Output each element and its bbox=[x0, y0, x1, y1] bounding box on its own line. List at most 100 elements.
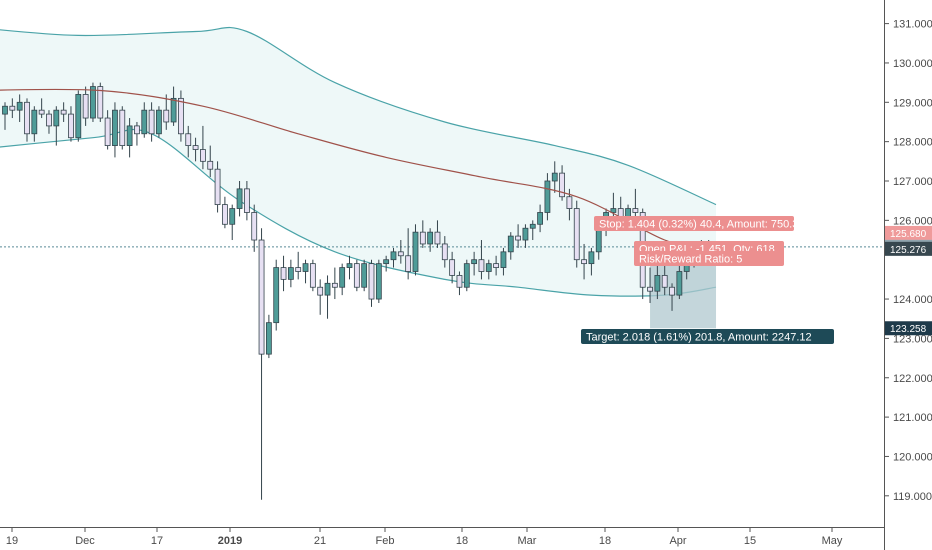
candle[interactable] bbox=[75, 90, 82, 142]
candle[interactable] bbox=[573, 200, 580, 268]
candle[interactable] bbox=[324, 275, 331, 319]
candle[interactable] bbox=[463, 259, 470, 292]
time-axis[interactable]: 19 Dec 17 2019 21 Feb 18 Mar 18 Apr 15 May bbox=[6, 527, 843, 547]
candle[interactable] bbox=[2, 102, 8, 130]
candle[interactable] bbox=[24, 98, 30, 142]
candle[interactable] bbox=[229, 204, 236, 241]
candle[interactable] bbox=[207, 145, 214, 178]
candle[interactable] bbox=[588, 247, 595, 276]
candle[interactable] bbox=[126, 118, 133, 158]
candle[interactable] bbox=[287, 259, 294, 288]
candle[interactable] bbox=[280, 255, 287, 292]
candle[interactable] bbox=[537, 204, 543, 233]
candle[interactable] bbox=[361, 259, 368, 292]
candle[interactable] bbox=[419, 220, 426, 248]
candle[interactable] bbox=[669, 283, 675, 311]
candle[interactable] bbox=[221, 196, 228, 229]
candle[interactable] bbox=[104, 110, 111, 150]
candle[interactable] bbox=[170, 86, 177, 126]
candle[interactable] bbox=[302, 259, 309, 284]
candle[interactable] bbox=[353, 259, 360, 292]
candle[interactable] bbox=[112, 102, 118, 158]
candle[interactable] bbox=[427, 228, 434, 252]
candle[interactable] bbox=[339, 263, 346, 296]
candle[interactable] bbox=[200, 125, 206, 170]
candle[interactable] bbox=[551, 161, 558, 193]
candle[interactable] bbox=[529, 220, 536, 241]
candle-body bbox=[200, 149, 206, 162]
candle[interactable] bbox=[544, 173, 551, 221]
candle[interactable] bbox=[500, 247, 507, 276]
target-label[interactable]: Target: 2.018 (1.61%) 201.8, Amount: 224… bbox=[581, 329, 834, 344]
candle-body bbox=[287, 267, 294, 280]
price-axis[interactable]: 131.000 130.000 129.000 128.000 127.000 126.0… bbox=[884, 19, 932, 503]
candle[interactable] bbox=[412, 224, 419, 276]
candle[interactable] bbox=[265, 314, 272, 359]
candle[interactable] bbox=[397, 240, 404, 264]
candle[interactable] bbox=[46, 110, 52, 134]
candle[interactable] bbox=[478, 240, 485, 280]
rr-label[interactable]: Risk/Reward Ratio: 5 bbox=[634, 251, 784, 266]
candle[interactable] bbox=[456, 271, 463, 296]
candle[interactable] bbox=[16, 94, 23, 122]
candle[interactable] bbox=[148, 102, 155, 142]
candle[interactable] bbox=[654, 263, 661, 300]
position-labels-layer[interactable]: Stop: 1.404 (0.32%) 40.4, Amount: 750.33… bbox=[581, 216, 834, 344]
candle[interactable] bbox=[390, 247, 397, 268]
candle[interactable] bbox=[515, 224, 521, 248]
candle[interactable] bbox=[485, 259, 492, 280]
candle[interactable] bbox=[368, 259, 375, 307]
candle[interactable] bbox=[647, 267, 653, 303]
candle[interactable] bbox=[243, 181, 250, 221]
candle[interactable] bbox=[383, 255, 390, 272]
candle[interactable] bbox=[258, 228, 265, 500]
candle[interactable] bbox=[9, 98, 16, 119]
candle[interactable] bbox=[581, 243, 587, 280]
candle[interactable] bbox=[676, 263, 683, 300]
candle[interactable] bbox=[156, 106, 162, 138]
price-tick-label: 122.000 bbox=[893, 373, 932, 385]
candle[interactable] bbox=[141, 102, 148, 138]
candle[interactable] bbox=[38, 98, 45, 119]
candle[interactable] bbox=[60, 102, 67, 122]
candle[interactable] bbox=[185, 125, 192, 158]
candle[interactable] bbox=[97, 82, 104, 122]
candle[interactable] bbox=[163, 94, 170, 130]
candle[interactable] bbox=[493, 255, 500, 276]
candle[interactable] bbox=[317, 279, 324, 315]
candle-body bbox=[676, 271, 683, 296]
candle[interactable] bbox=[178, 90, 184, 142]
candles-layer[interactable] bbox=[2, 82, 712, 500]
candle[interactable] bbox=[119, 106, 126, 150]
candle[interactable] bbox=[375, 259, 382, 303]
candle[interactable] bbox=[434, 220, 441, 248]
candle[interactable] bbox=[236, 181, 243, 217]
candle[interactable] bbox=[68, 106, 74, 142]
candle[interactable] bbox=[31, 106, 38, 142]
candle[interactable] bbox=[661, 263, 668, 296]
candle[interactable] bbox=[507, 232, 514, 260]
candle[interactable] bbox=[471, 251, 478, 276]
stop-label[interactable]: Stop: 1.404 (0.32%) 40.4, Amount: 750.33 bbox=[594, 216, 804, 231]
candle[interactable] bbox=[559, 165, 565, 201]
candle[interactable] bbox=[346, 255, 353, 280]
candle[interactable] bbox=[53, 106, 60, 146]
candle[interactable] bbox=[214, 161, 221, 213]
candle[interactable] bbox=[273, 259, 280, 331]
candle[interactable] bbox=[441, 236, 448, 268]
candle[interactable] bbox=[90, 82, 96, 122]
candle[interactable] bbox=[449, 251, 456, 284]
candle[interactable] bbox=[522, 224, 529, 248]
candle[interactable] bbox=[331, 267, 338, 300]
candle-body bbox=[559, 172, 565, 198]
price-tag-bg bbox=[885, 225, 932, 240]
candle[interactable] bbox=[295, 251, 302, 280]
candle[interactable] bbox=[82, 86, 89, 126]
candle[interactable] bbox=[309, 259, 316, 292]
candle[interactable] bbox=[192, 137, 199, 162]
candle[interactable] bbox=[251, 204, 258, 252]
candle-body bbox=[507, 235, 514, 253]
candle[interactable] bbox=[134, 121, 140, 146]
candle[interactable] bbox=[405, 228, 412, 280]
